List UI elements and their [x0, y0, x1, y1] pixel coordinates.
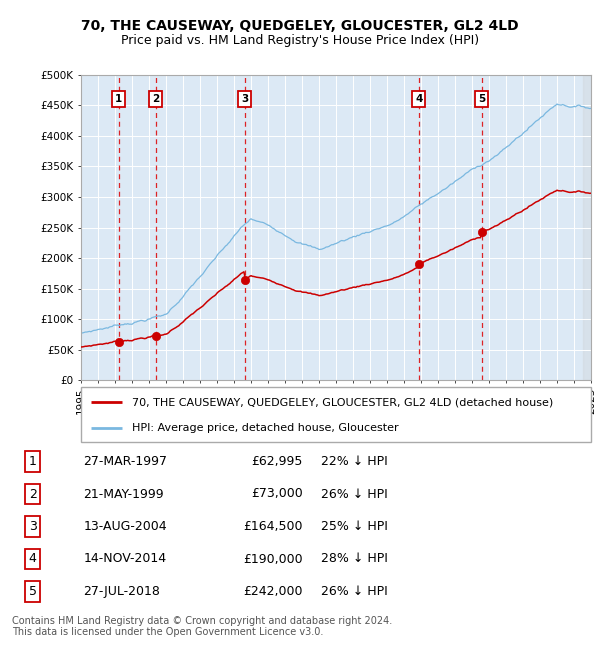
- Text: Contains HM Land Registry data © Crown copyright and database right 2024.
This d: Contains HM Land Registry data © Crown c…: [12, 616, 392, 638]
- Text: 13-AUG-2004: 13-AUG-2004: [83, 520, 167, 533]
- Text: 26% ↓ HPI: 26% ↓ HPI: [321, 488, 388, 500]
- Text: 3: 3: [29, 520, 37, 533]
- Text: 25% ↓ HPI: 25% ↓ HPI: [321, 520, 388, 533]
- Text: £190,000: £190,000: [244, 552, 303, 566]
- Text: 70, THE CAUSEWAY, QUEDGELEY, GLOUCESTER, GL2 4LD: 70, THE CAUSEWAY, QUEDGELEY, GLOUCESTER,…: [81, 20, 519, 34]
- Text: 1: 1: [29, 455, 37, 468]
- Text: 22% ↓ HPI: 22% ↓ HPI: [321, 455, 388, 468]
- Text: 28% ↓ HPI: 28% ↓ HPI: [321, 552, 388, 566]
- Text: 3: 3: [241, 94, 248, 104]
- Text: 2: 2: [29, 488, 37, 500]
- Text: 2: 2: [152, 94, 159, 104]
- Text: 4: 4: [415, 94, 422, 104]
- Text: 14-NOV-2014: 14-NOV-2014: [83, 552, 166, 566]
- Text: 27-MAR-1997: 27-MAR-1997: [83, 455, 167, 468]
- Text: 21-MAY-1999: 21-MAY-1999: [83, 488, 164, 500]
- Text: 70, THE CAUSEWAY, QUEDGELEY, GLOUCESTER, GL2 4LD (detached house): 70, THE CAUSEWAY, QUEDGELEY, GLOUCESTER,…: [132, 397, 553, 407]
- Text: Price paid vs. HM Land Registry's House Price Index (HPI): Price paid vs. HM Land Registry's House …: [121, 34, 479, 47]
- Text: 1: 1: [115, 94, 122, 104]
- Text: £242,000: £242,000: [244, 585, 303, 598]
- Text: 5: 5: [29, 585, 37, 598]
- Text: 4: 4: [29, 552, 37, 566]
- Text: 5: 5: [478, 94, 485, 104]
- Text: £73,000: £73,000: [251, 488, 303, 500]
- Text: £62,995: £62,995: [251, 455, 303, 468]
- Text: 27-JUL-2018: 27-JUL-2018: [83, 585, 160, 598]
- Text: HPI: Average price, detached house, Gloucester: HPI: Average price, detached house, Glou…: [132, 423, 398, 433]
- FancyBboxPatch shape: [81, 387, 591, 442]
- Text: 26% ↓ HPI: 26% ↓ HPI: [321, 585, 388, 598]
- Text: £164,500: £164,500: [244, 520, 303, 533]
